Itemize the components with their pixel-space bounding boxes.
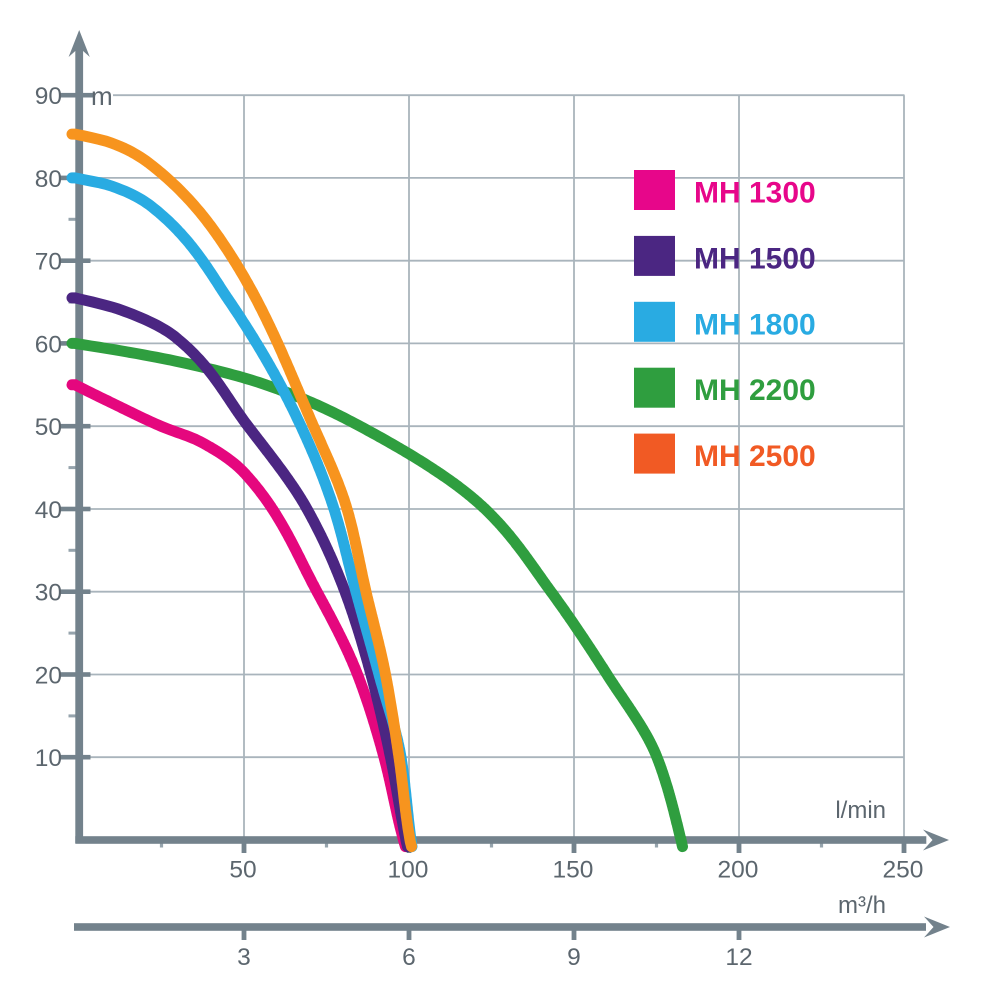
svg-text:10: 10 bbox=[35, 745, 62, 772]
svg-text:l/min: l/min bbox=[835, 797, 886, 824]
svg-text:MH 2500: MH 2500 bbox=[694, 440, 816, 473]
svg-text:100: 100 bbox=[388, 857, 429, 884]
svg-text:MH 2200: MH 2200 bbox=[694, 374, 816, 407]
svg-text:200: 200 bbox=[718, 857, 759, 884]
svg-text:150: 150 bbox=[553, 857, 594, 884]
svg-text:m: m bbox=[91, 81, 113, 111]
svg-text:50: 50 bbox=[35, 414, 62, 441]
svg-text:12: 12 bbox=[725, 944, 752, 971]
svg-text:MH 1300: MH 1300 bbox=[694, 177, 816, 210]
svg-text:30: 30 bbox=[35, 580, 62, 607]
svg-text:MH 1500: MH 1500 bbox=[694, 242, 816, 275]
svg-text:6: 6 bbox=[402, 944, 416, 971]
svg-text:80: 80 bbox=[35, 166, 62, 193]
svg-text:250: 250 bbox=[883, 857, 924, 884]
svg-text:90: 90 bbox=[35, 83, 62, 110]
svg-text:50: 50 bbox=[229, 857, 256, 884]
svg-text:60: 60 bbox=[35, 331, 62, 358]
svg-text:m³/h: m³/h bbox=[838, 892, 886, 919]
svg-text:40: 40 bbox=[35, 497, 62, 524]
svg-text:MH 1800: MH 1800 bbox=[694, 308, 816, 341]
svg-text:70: 70 bbox=[35, 249, 62, 276]
svg-text:3: 3 bbox=[237, 944, 251, 971]
svg-text:20: 20 bbox=[35, 663, 62, 690]
svg-text:9: 9 bbox=[567, 944, 581, 971]
